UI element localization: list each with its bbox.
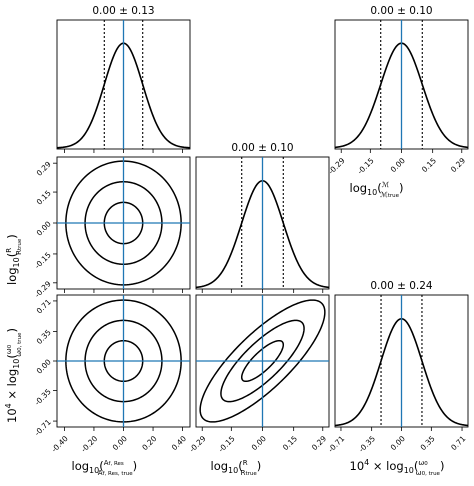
histogram-panel-logM: 0.00 ± 0.10	[334, 5, 469, 150]
x-tick-label-logR: 0.15	[281, 434, 299, 452]
y-tick-label-logR: -0.29	[33, 279, 53, 299]
x-tick-label-logA: 0.00	[111, 434, 129, 452]
y-tick-label-logOmega: -0.71	[33, 417, 53, 437]
y-tick-label-logOmega: -0.35	[33, 387, 53, 407]
x-tick-label-logA: 0.40	[170, 434, 188, 452]
x-tick-label-logR: 0.29	[310, 434, 328, 452]
contour-panel-logA-logOmega	[56, 294, 191, 428]
x-tick-label-logA: 0.20	[140, 434, 158, 452]
x-tick-label-logA: -0.20	[79, 434, 99, 454]
y-axis-label-logR: log10(R Rtrue)	[5, 234, 23, 285]
panel-title-logM: 0.00 ± 0.10	[370, 5, 432, 17]
x-tick-label-logA: -0.40	[50, 434, 70, 454]
y-tick-label-logR: 0.29	[35, 159, 53, 177]
x-tick-label-logM: -0.29	[327, 156, 347, 176]
histogram-panel-logOmega: 0.00 ± 0.24	[334, 280, 469, 428]
x-axis-label-logOmega: 104 × log10(ω0 ω0, true)	[350, 458, 445, 477]
contour-3sigma	[199, 299, 326, 423]
panel-title-logOmega: 0.00 ± 0.24	[370, 280, 433, 292]
contour-2sigma	[220, 319, 305, 403]
y-tick-label-logOmega: 0.00	[35, 357, 53, 375]
y-tick-label-logOmega: 0.35	[35, 328, 53, 346]
x-axis-label-logR: log10(R Rtrue)	[211, 459, 262, 477]
x-tick-label-logOmega: -0.35	[357, 434, 377, 454]
histogram-panel-logR: 0.00 ± 0.10	[195, 142, 330, 290]
y-tick-label-logR: 0.00	[35, 219, 53, 237]
x-tick-label-logM: 0.15	[420, 156, 438, 174]
x-tick-label-logM: 0.00	[389, 156, 407, 174]
x-tick-label-logOmega: 0.35	[419, 434, 437, 452]
x-tick-label-logOmega: 0.00	[389, 434, 407, 452]
contour-panel-logA-logR	[56, 156, 191, 290]
x-tick-label-logM: 0.29	[449, 156, 467, 174]
x-tick-label-logR: -0.29	[188, 434, 208, 454]
y-tick-label-logOmega: 0.71	[35, 297, 53, 315]
contour-1sigma	[240, 339, 285, 383]
x-axis-label-logM: log10(ℳ ℳtrue)	[350, 181, 404, 199]
y-axis-label-logOmega: 104 × log10(ω0ω0, true)	[4, 328, 23, 423]
contour-panel-logR-logOmega	[195, 294, 330, 428]
x-tick-label-logOmega: -0.71	[326, 434, 346, 454]
panel-title-logR: 0.00 ± 0.10	[231, 142, 293, 154]
x-tick-label-logR: -0.15	[217, 434, 237, 454]
x-axis-label-logA: log10(Af, Res Af, Res, true)	[72, 459, 138, 477]
x-tick-label-logM: -0.15	[356, 156, 376, 176]
panel-title-logA: 0.00 ± 0.13	[92, 5, 154, 17]
y-tick-label-logR: -0.15	[33, 250, 53, 270]
y-tick-label-logR: 0.15	[35, 188, 53, 206]
histogram-panel-logA: 0.00 ± 0.13	[56, 5, 191, 150]
x-tick-label-logOmega: 0.71	[449, 434, 467, 452]
x-tick-label-logR: 0.00	[250, 434, 268, 452]
